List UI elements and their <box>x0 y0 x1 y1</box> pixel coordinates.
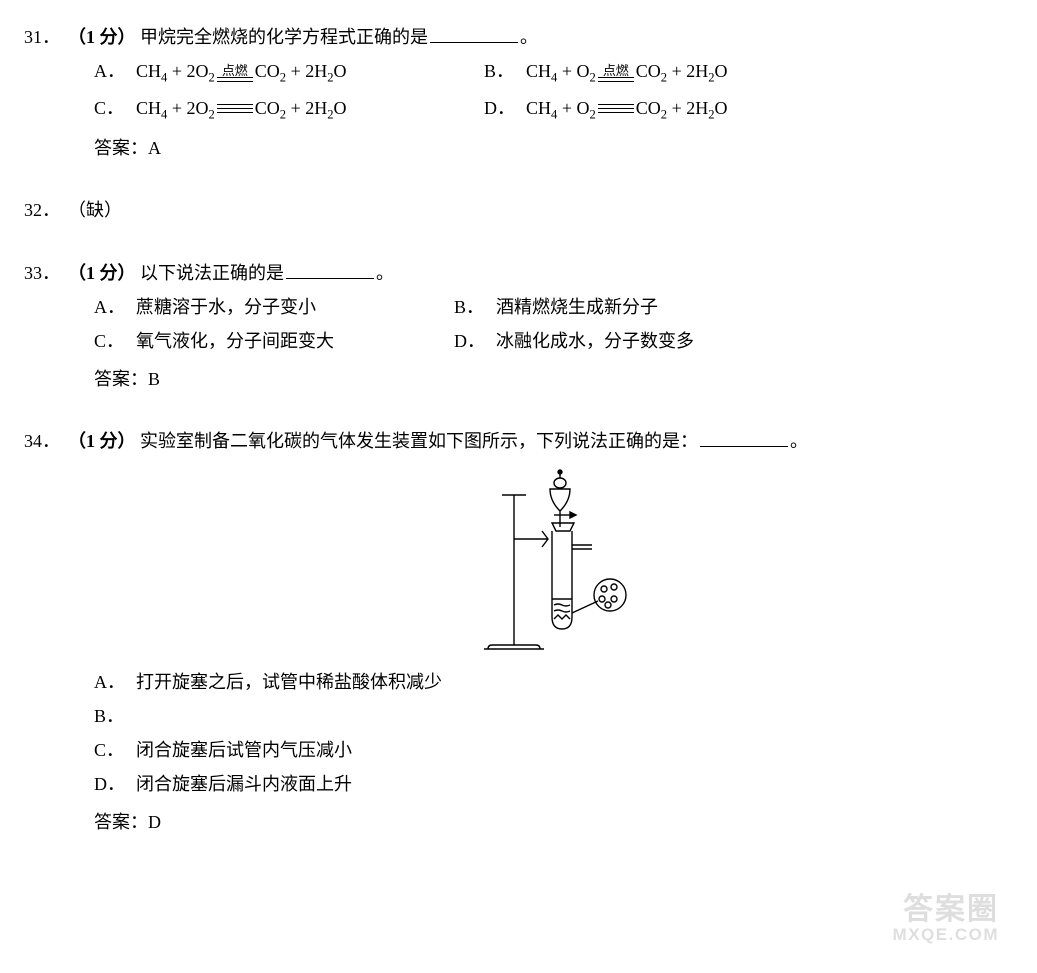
q34-points: （1 分） <box>68 431 136 451</box>
q31-option-b-eq: CH4 + O2点燃CO2 + 2H2O <box>526 54 728 91</box>
q31-option-a: A． CH4 + 2O2点燃CO2 + 2H2O <box>94 54 454 91</box>
q33-points: （1 分） <box>68 263 136 283</box>
q31-option-c-letter: C． <box>94 91 136 125</box>
q33-answer-label: 答案： <box>94 369 148 389</box>
q34-stem: （1 分） 实验室制备二氧化碳的气体发生装置如下图所示，下列说法正确的是： 。 <box>68 424 1013 458</box>
q32-stem: （缺） <box>68 193 1013 227</box>
q34-option-a: A．打开旋塞之后，试管中稀盐酸体积减少 <box>94 665 1013 699</box>
q31-number: 31． <box>24 20 68 54</box>
q34-option-d-text: 闭合旋塞后漏斗内液面上升 <box>136 774 352 794</box>
q31-option-b: B． CH4 + O2点燃CO2 + 2H2O <box>484 54 844 91</box>
q34-stem-after: 。 <box>790 431 808 451</box>
q34-option-d: D．闭合旋塞后漏斗内液面上升 <box>94 767 1013 801</box>
q31-option-d-letter: D． <box>484 91 526 125</box>
q34-answer: 答案：D <box>94 805 1013 839</box>
question-31: 31． （1 分） 甲烷完全燃烧的化学方程式正确的是 。 A． CH4 + 2O2… <box>24 20 1013 165</box>
q34-stem-before: 实验室制备二氧化碳的气体发生装置如下图所示，下列说法正确的是： <box>140 431 698 451</box>
q33-option-d-text: 冰融化成水，分子数变多 <box>496 324 694 358</box>
q31-stem-after: 。 <box>520 27 538 47</box>
q31-blank <box>430 25 518 43</box>
q31-option-c: C． CH4 + 2O2CO2 + 2H2O <box>94 91 454 128</box>
q31-option-d: D． CH4 + O2CO2 + 2H2O <box>484 91 844 128</box>
question-34: 34． （1 分） 实验室制备二氧化碳的气体发生装置如下图所示，下列说法正确的是… <box>24 424 1013 839</box>
q33-stem: （1 分） 以下说法正确的是 。 <box>68 256 1013 290</box>
watermark-cn: 答案圈 <box>893 893 999 926</box>
apparatus-icon <box>474 467 634 657</box>
q33-option-b-letter: B． <box>454 290 496 324</box>
q33-option-a: A． 蔗糖溶于水，分子变小 <box>94 290 424 324</box>
q31-option-a-letter: A． <box>94 54 136 88</box>
q31-option-c-eq: CH4 + 2O2CO2 + 2H2O <box>136 91 347 128</box>
q33-blank <box>286 261 374 279</box>
q32-number: 32． <box>24 193 68 227</box>
q34-blank <box>700 429 788 447</box>
q33-stem-before: 以下说法正确的是 <box>140 263 284 283</box>
q33-option-b: B． 酒精燃烧生成新分子 <box>454 290 784 324</box>
q34-option-c: C．闭合旋塞后试管内气压减小 <box>94 733 1013 767</box>
q31-option-d-eq: CH4 + O2CO2 + 2H2O <box>526 91 728 128</box>
q33-option-c-letter: C． <box>94 324 136 358</box>
q34-option-d-letter: D． <box>94 767 136 801</box>
question-32: 32． （缺） <box>24 193 1013 227</box>
q31-stem-before: 甲烷完全燃烧的化学方程式正确的是 <box>140 27 428 47</box>
q33-option-d-letter: D． <box>454 324 496 358</box>
q34-option-a-letter: A． <box>94 665 136 699</box>
question-33: 33． （1 分） 以下说法正确的是 。 A． 蔗糖溶于水，分子变小 B． 酒精燃… <box>24 256 1013 397</box>
q33-option-c-text: 氧气液化，分子间距变大 <box>136 324 334 358</box>
q31-options-row-2: C． CH4 + 2O2CO2 + 2H2O D． CH4 + O2CO2 + … <box>94 91 1013 128</box>
q33-option-a-letter: A． <box>94 290 136 324</box>
q31-answer-label: 答案： <box>94 138 148 158</box>
q34-option-c-text: 闭合旋塞后试管内气压减小 <box>136 740 352 760</box>
q33-option-a-text: 蔗糖溶于水，分子变小 <box>136 290 316 324</box>
q31-stem: （1 分） 甲烷完全燃烧的化学方程式正确的是 。 <box>68 20 1013 54</box>
q33-answer-value: B <box>148 369 160 389</box>
q33-options-row-1: A． 蔗糖溶于水，分子变小 B． 酒精燃烧生成新分子 <box>94 290 1013 324</box>
watermark: 答案圈 MXQE.COM <box>893 893 999 945</box>
page-container: { "questions": [ { "num": "31．", "points… <box>24 20 1013 953</box>
q31-answer: 答案：A <box>94 131 1013 165</box>
q31-answer-value: A <box>148 138 161 158</box>
q34-option-b: B． <box>94 699 1013 733</box>
q34-option-a-text: 打开旋塞之后，试管中稀盐酸体积减少 <box>136 672 442 692</box>
q34-answer-value: D <box>148 812 161 832</box>
q34-diagram <box>94 467 1013 657</box>
q34-option-c-letter: C． <box>94 733 136 767</box>
q33-answer: 答案：B <box>94 362 1013 396</box>
q33-stem-after: 。 <box>376 263 394 283</box>
q31-points: （1 分） <box>68 27 136 47</box>
q31-option-b-letter: B． <box>484 54 526 88</box>
watermark-en: MXQE.COM <box>893 926 999 945</box>
q34-number: 34． <box>24 424 68 458</box>
q33-options-row-2: C． 氧气液化，分子间距变大 D． 冰融化成水，分子数变多 <box>94 324 1013 358</box>
q34-answer-label: 答案： <box>94 812 148 832</box>
q31-options-row-1: A． CH4 + 2O2点燃CO2 + 2H2O B． CH4 + O2点燃CO… <box>94 54 1013 91</box>
q34-option-b-letter: B． <box>94 699 136 733</box>
q33-option-c: C． 氧气液化，分子间距变大 <box>94 324 424 358</box>
q33-option-b-text: 酒精燃烧生成新分子 <box>496 290 658 324</box>
q33-option-d: D． 冰融化成水，分子数变多 <box>454 324 784 358</box>
q33-number: 33． <box>24 256 68 290</box>
q31-option-a-eq: CH4 + 2O2点燃CO2 + 2H2O <box>136 54 347 91</box>
